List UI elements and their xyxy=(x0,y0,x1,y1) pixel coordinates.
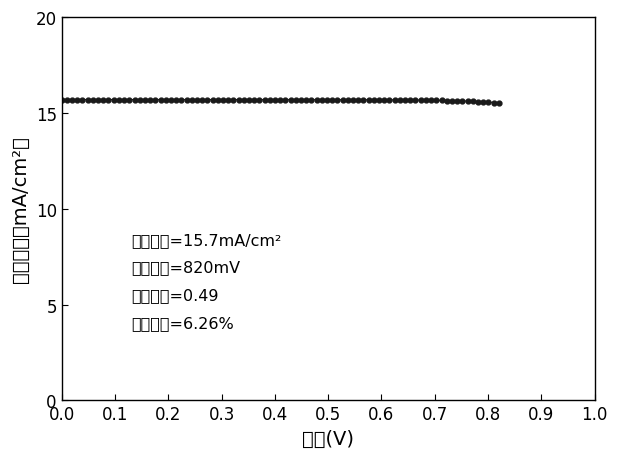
Text: 开路电压=820mV: 开路电压=820mV xyxy=(131,260,240,275)
Text: 填充因子=0.49: 填充因子=0.49 xyxy=(131,288,219,303)
Text: 能量效率=6.26%: 能量效率=6.26% xyxy=(131,315,234,330)
Text: 短路电流=15.7mA/cm²: 短路电流=15.7mA/cm² xyxy=(131,232,281,247)
Y-axis label: 电流密度（mA/cm²）: 电流密度（mA/cm²） xyxy=(11,136,30,283)
X-axis label: 电压(V): 电压(V) xyxy=(302,429,354,448)
